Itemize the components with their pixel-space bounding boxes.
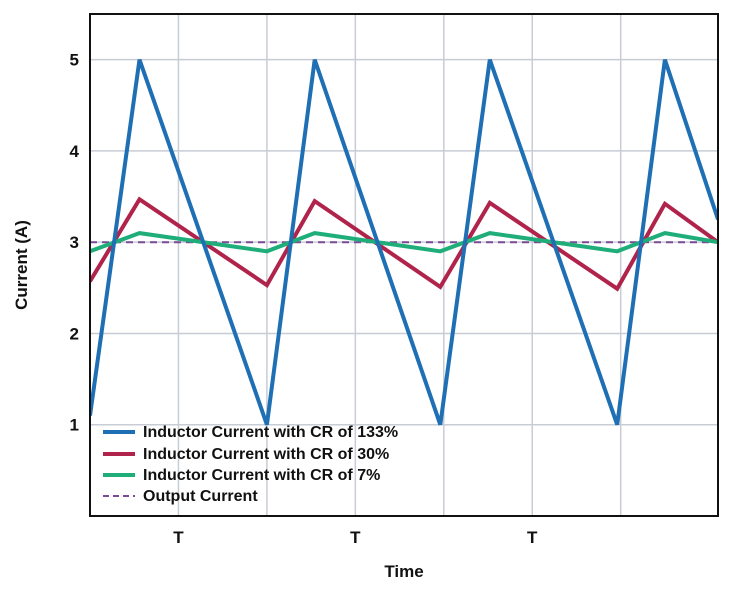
y-tick-label: 5 — [70, 51, 79, 70]
y-axis-title: Current (A) — [12, 220, 31, 310]
y-tick-label: 2 — [70, 324, 79, 343]
series-layer — [90, 58, 718, 426]
x-tick-label: T — [527, 528, 538, 547]
series-line-2 — [90, 196, 718, 292]
legend-label-1: Inductor Current with CR of 133% — [143, 424, 398, 441]
y-tick-labels: 1 2 3 4 5 — [70, 51, 80, 435]
plot-frame — [89, 13, 719, 517]
y-tick-label: 4 — [70, 142, 80, 161]
legend: Inductor Current with CR of 133% Inductor… — [103, 424, 398, 505]
x-axis-title: Time — [384, 562, 423, 581]
series-line-1 — [90, 58, 718, 426]
x-tick-label: T — [173, 528, 184, 547]
legend-label-4: Output Current — [143, 488, 258, 505]
series-line-3 — [90, 231, 718, 254]
legend-label-2: Inductor Current with CR of 30% — [143, 446, 389, 463]
y-tick-label: 1 — [70, 416, 79, 435]
y-tick-label: 3 — [70, 233, 79, 252]
legend-label-3: Inductor Current with CR of 7% — [143, 467, 380, 484]
x-tick-label: T — [350, 528, 361, 547]
